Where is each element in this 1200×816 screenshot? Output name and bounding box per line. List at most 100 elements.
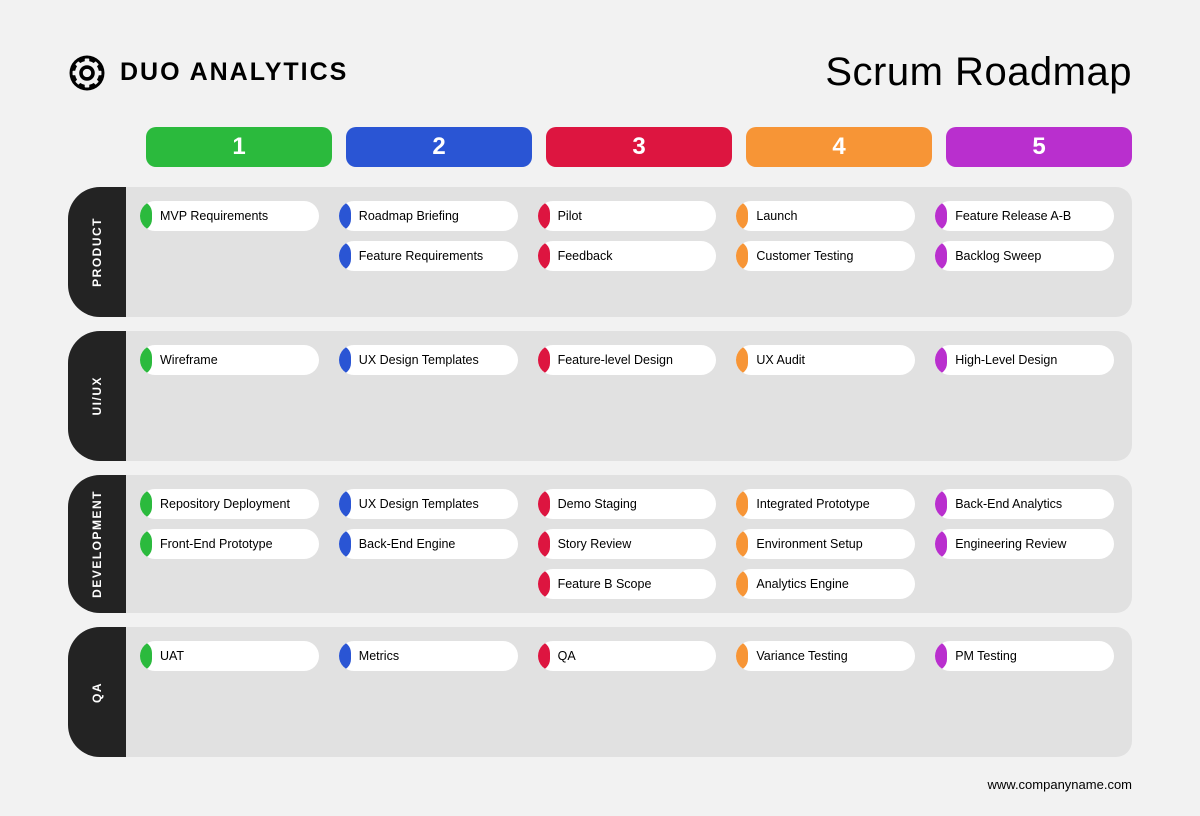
task-card-label: Feature Requirements bbox=[359, 249, 483, 263]
lane-col: QA bbox=[538, 641, 717, 743]
task-card: Feature Requirements bbox=[339, 241, 518, 271]
task-card-label: Back-End Engine bbox=[359, 537, 456, 551]
lanes: PRODUCT MVP Requirements Roadmap Briefing F… bbox=[68, 187, 1132, 757]
lane-label: UI/UX bbox=[68, 331, 126, 461]
task-card: Wireframe bbox=[140, 345, 319, 375]
task-card: Integrated Prototype bbox=[736, 489, 915, 519]
lane-col: UX Design Templates bbox=[339, 345, 518, 447]
task-card: Pilot bbox=[538, 201, 717, 231]
task-card-label: Pilot bbox=[558, 209, 582, 223]
card-color-tab bbox=[538, 529, 550, 559]
task-card: Back-End Engine bbox=[339, 529, 518, 559]
task-card-label: Feature-level Design bbox=[558, 353, 673, 367]
task-card: Feature-level Design bbox=[538, 345, 717, 375]
task-card: Backlog Sweep bbox=[935, 241, 1114, 271]
task-card: MVP Requirements bbox=[140, 201, 319, 231]
lane-body: Wireframe UX Design Templates Feature-leve… bbox=[126, 331, 1132, 461]
task-card: Repository Deployment bbox=[140, 489, 319, 519]
lane-col: Variance Testing bbox=[736, 641, 915, 743]
task-card: Customer Testing bbox=[736, 241, 915, 271]
task-card: Analytics Engine bbox=[736, 569, 915, 599]
task-card-label: PM Testing bbox=[955, 649, 1017, 663]
card-color-tab bbox=[935, 345, 947, 375]
task-card: Environment Setup bbox=[736, 529, 915, 559]
lane-col: Feature Release A-B Backlog Sweep bbox=[935, 201, 1114, 303]
lane-label-text: QA bbox=[90, 682, 104, 703]
lane-col: Integrated Prototype Environment Setup Ana… bbox=[736, 489, 915, 599]
task-card: Feature B Scope bbox=[538, 569, 717, 599]
lane-development: DEVELOPMENT Repository Deployment Front-En… bbox=[68, 475, 1132, 613]
task-card-label: QA bbox=[558, 649, 576, 663]
task-card-label: UX Design Templates bbox=[359, 353, 479, 367]
task-card-label: Back-End Analytics bbox=[955, 497, 1062, 511]
sprint-header-2: 2 bbox=[346, 127, 532, 167]
lane-body: MVP Requirements Roadmap Briefing Feature … bbox=[126, 187, 1132, 317]
lane-label: DEVELOPMENT bbox=[68, 475, 126, 613]
lane-body: UAT Metrics QA Variance Testing PM Testing bbox=[126, 627, 1132, 757]
task-card-label: Analytics Engine bbox=[756, 577, 848, 591]
task-card-label: Variance Testing bbox=[756, 649, 847, 663]
task-card-label: Environment Setup bbox=[756, 537, 862, 551]
card-color-tab bbox=[538, 241, 550, 271]
task-card: Launch bbox=[736, 201, 915, 231]
header: DUO ANALYTICS Scrum Roadmap bbox=[68, 50, 1132, 95]
task-card-label: Story Review bbox=[558, 537, 632, 551]
task-card-label: Roadmap Briefing bbox=[359, 209, 459, 223]
task-card: Story Review bbox=[538, 529, 717, 559]
page-title: Scrum Roadmap bbox=[825, 50, 1132, 95]
lane-col: UX Audit bbox=[736, 345, 915, 447]
card-color-tab bbox=[339, 529, 351, 559]
card-color-tab bbox=[339, 641, 351, 671]
card-color-tab bbox=[538, 489, 550, 519]
card-color-tab bbox=[339, 241, 351, 271]
task-card: Feedback bbox=[538, 241, 717, 271]
lane-col: UAT bbox=[140, 641, 319, 743]
task-card: Front-End Prototype bbox=[140, 529, 319, 559]
sprint-header-5: 5 bbox=[946, 127, 1132, 167]
card-color-tab bbox=[140, 201, 152, 231]
task-card: Variance Testing bbox=[736, 641, 915, 671]
card-color-tab bbox=[935, 641, 947, 671]
lane-col: Repository Deployment Front-End Prototype bbox=[140, 489, 319, 599]
task-card: Back-End Analytics bbox=[935, 489, 1114, 519]
sprint-header-3: 3 bbox=[546, 127, 732, 167]
card-color-tab bbox=[736, 241, 748, 271]
lane-qa: QA UAT Metrics QA Variance Testing PM Testing bbox=[68, 627, 1132, 757]
task-card: UX Design Templates bbox=[339, 489, 518, 519]
task-card: Engineering Review bbox=[935, 529, 1114, 559]
lane-label-text: PRODUCT bbox=[90, 217, 104, 287]
brand-name: DUO ANALYTICS bbox=[120, 58, 348, 87]
task-card: High-Level Design bbox=[935, 345, 1114, 375]
lane-label-text: DEVELOPMENT bbox=[90, 490, 104, 598]
task-card-label: Feature B Scope bbox=[558, 577, 652, 591]
lane-label-text: UI/UX bbox=[90, 376, 104, 416]
card-color-tab bbox=[736, 201, 748, 231]
lane-label: QA bbox=[68, 627, 126, 757]
card-color-tab bbox=[935, 201, 947, 231]
sprint-headers: 12345 bbox=[146, 127, 1132, 167]
card-color-tab bbox=[538, 569, 550, 599]
task-card-label: Repository Deployment bbox=[160, 497, 290, 511]
card-color-tab bbox=[538, 641, 550, 671]
card-color-tab bbox=[736, 569, 748, 599]
footer-url: www.companyname.com bbox=[988, 777, 1133, 792]
lane-uiux: UI/UX Wireframe UX Design Templates Feature… bbox=[68, 331, 1132, 461]
task-card-label: Wireframe bbox=[160, 353, 218, 367]
lane-col: Back-End Analytics Engineering Review bbox=[935, 489, 1114, 599]
lane-col: Launch Customer Testing bbox=[736, 201, 915, 303]
task-card: UX Design Templates bbox=[339, 345, 518, 375]
task-card-label: MVP Requirements bbox=[160, 209, 268, 223]
task-card-label: Feature Release A-B bbox=[955, 209, 1071, 223]
lane-col: Feature-level Design bbox=[538, 345, 717, 447]
card-color-tab bbox=[736, 489, 748, 519]
card-color-tab bbox=[140, 345, 152, 375]
sprint-header-4: 4 bbox=[746, 127, 932, 167]
lane-col: UX Design Templates Back-End Engine bbox=[339, 489, 518, 599]
card-color-tab bbox=[935, 529, 947, 559]
task-card: QA bbox=[538, 641, 717, 671]
task-card-label: Metrics bbox=[359, 649, 399, 663]
card-color-tab bbox=[935, 489, 947, 519]
lane-col: Roadmap Briefing Feature Requirements bbox=[339, 201, 518, 303]
task-card: Metrics bbox=[339, 641, 518, 671]
card-color-tab bbox=[339, 201, 351, 231]
